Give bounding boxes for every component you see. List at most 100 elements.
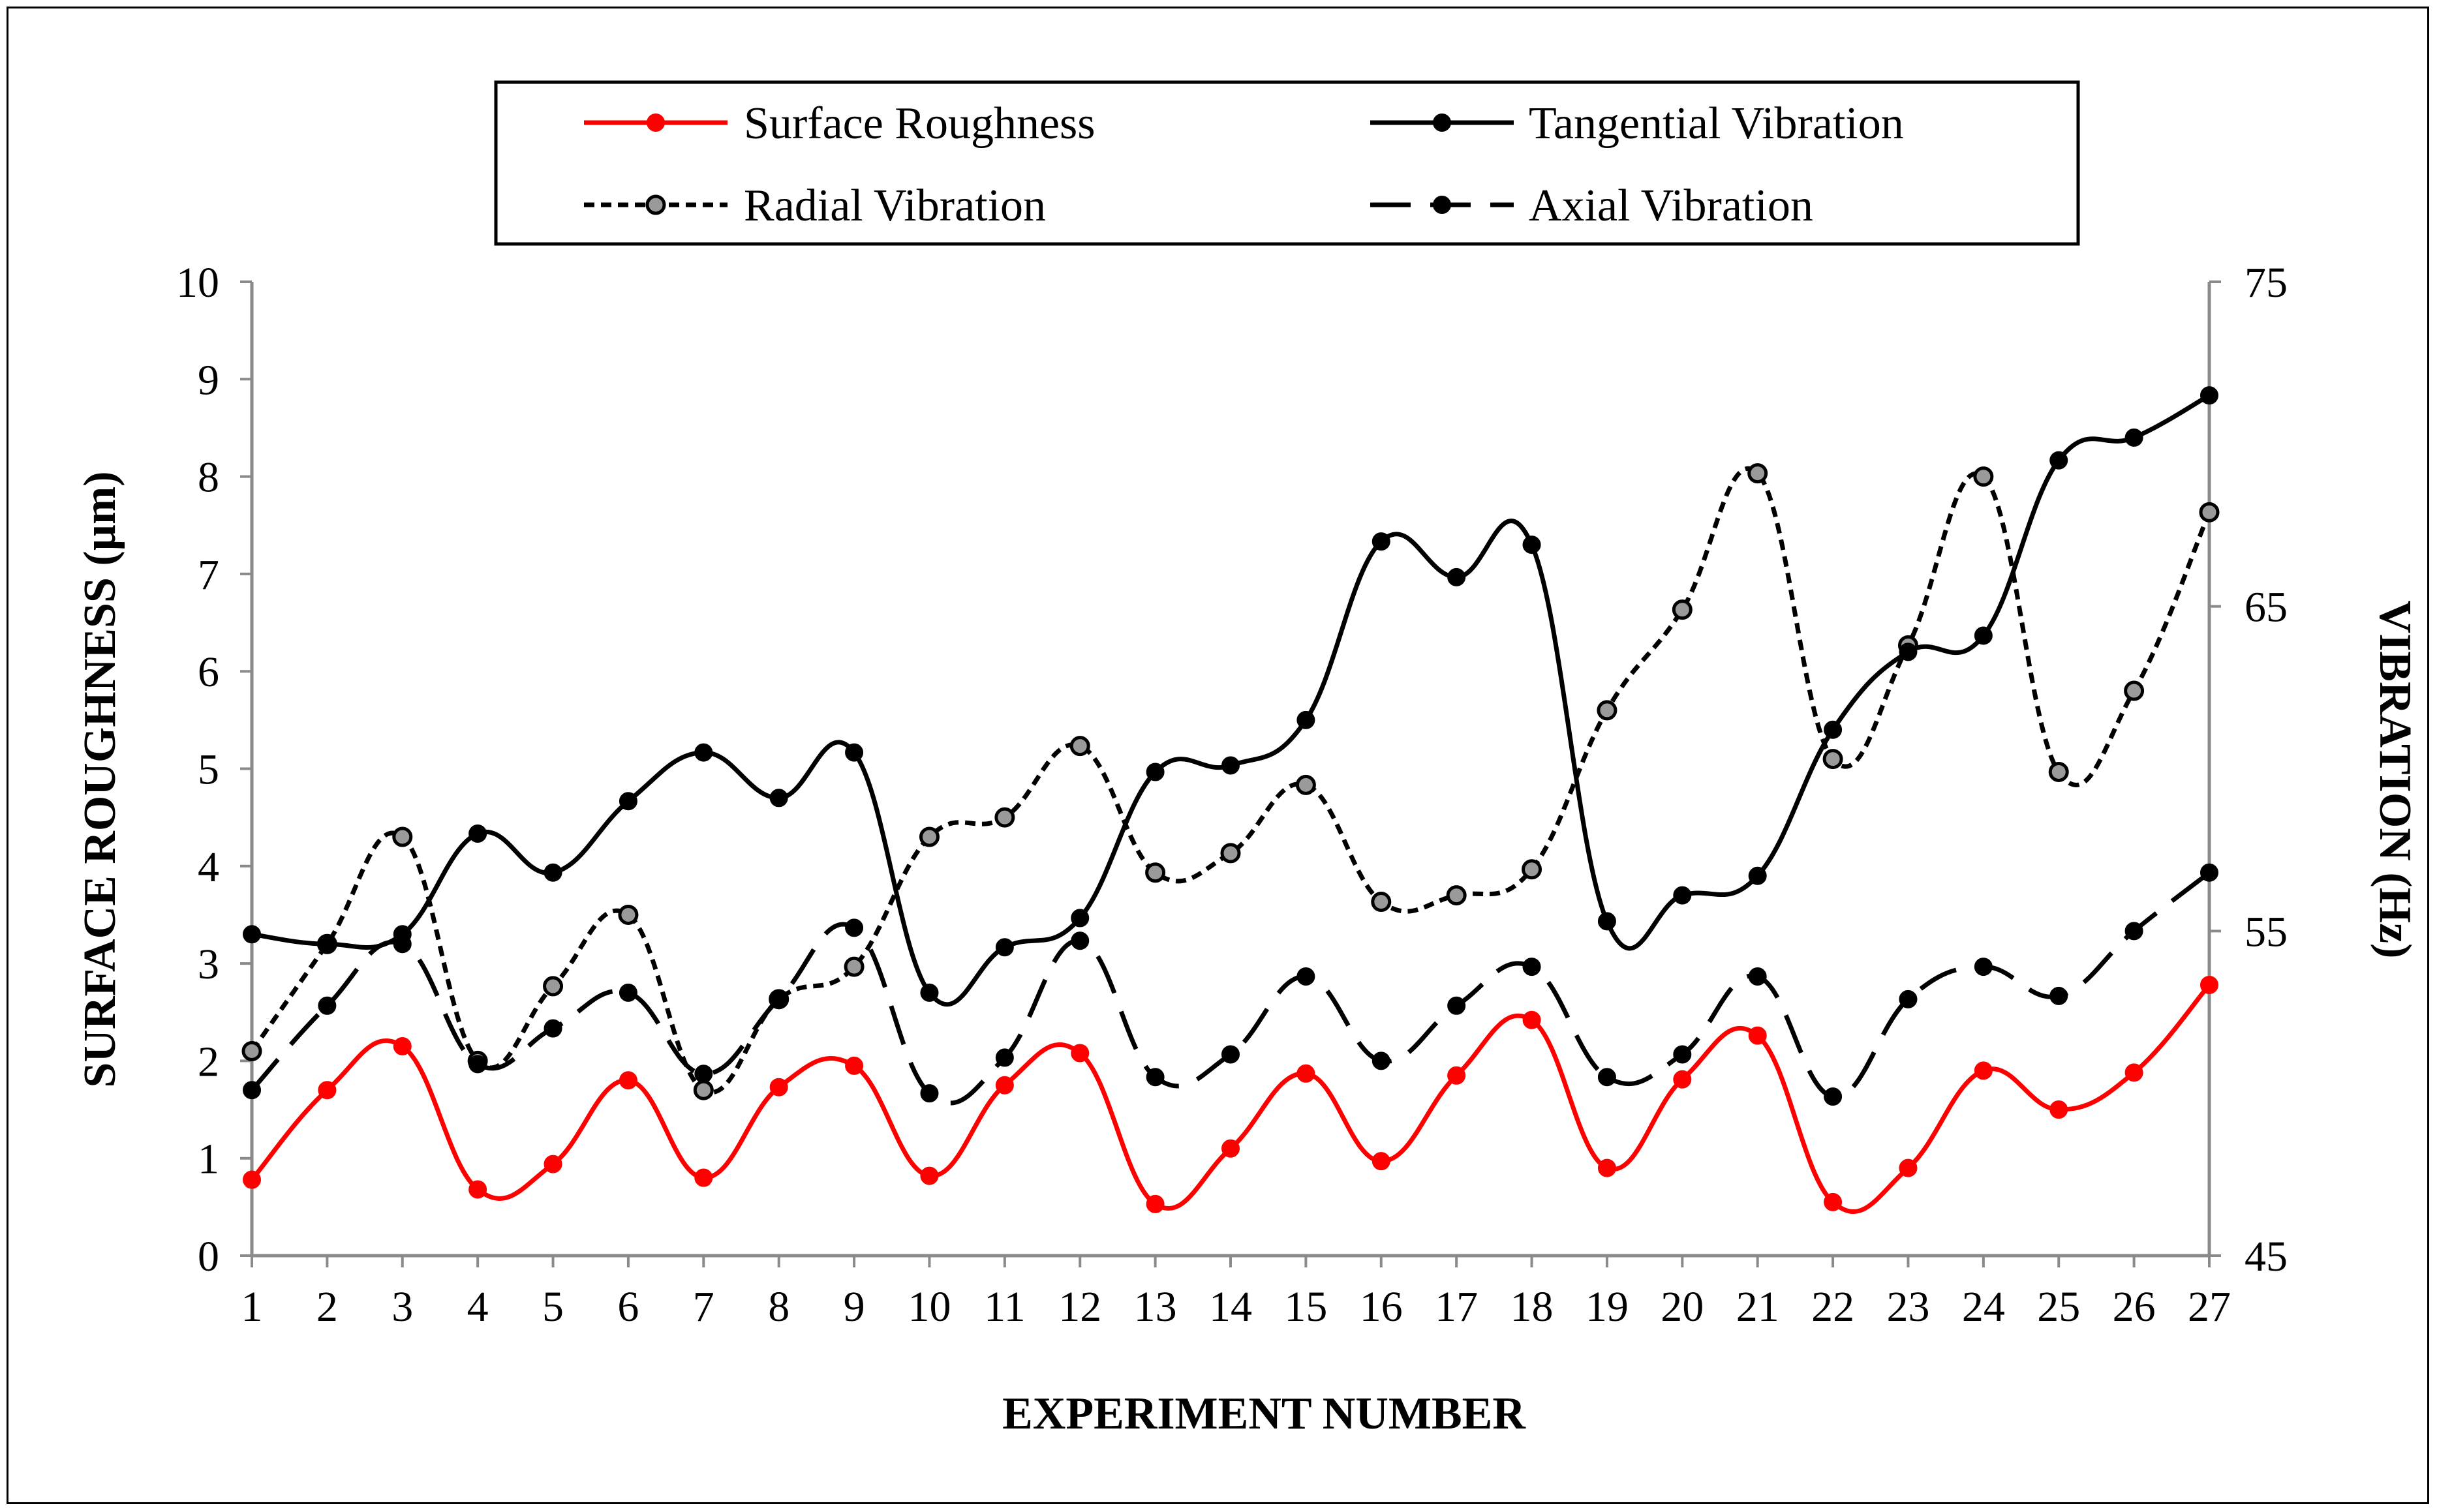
data-point [618, 904, 639, 925]
x-tick-label: 15 [1284, 1283, 1327, 1331]
data-point [468, 1180, 487, 1199]
data-point [2124, 428, 2143, 447]
data-point [844, 956, 865, 977]
data-point [2048, 761, 2069, 782]
data-point [693, 1080, 714, 1100]
data-point [619, 792, 637, 811]
data-point [1597, 912, 1616, 931]
x-tick-label: 10 [908, 1283, 951, 1331]
data-point [1371, 892, 1392, 913]
data-point [544, 1019, 562, 1038]
data-point [318, 1081, 337, 1100]
x-tick-label: 26 [2113, 1283, 2156, 1331]
data-point [241, 1040, 262, 1061]
data-point [1221, 1045, 1240, 1064]
data-point [392, 826, 413, 847]
y-tick-label: 2 [198, 1038, 219, 1085]
x-tick-label: 13 [1134, 1283, 1177, 1331]
data-point [318, 935, 337, 954]
data-point [1522, 859, 1542, 880]
data-point [1146, 763, 1165, 781]
x-tick-label: 17 [1435, 1283, 1478, 1331]
data-point [2200, 386, 2218, 405]
data-point [920, 1166, 939, 1185]
data-point [1822, 749, 1843, 770]
data-point [1145, 862, 1166, 883]
data-point [1824, 720, 1843, 739]
x-tick-label: 18 [1510, 1283, 1554, 1331]
x-tick-label: 4 [467, 1283, 489, 1331]
legend-label: Radial Vibration [744, 181, 1046, 231]
data-point [243, 1081, 261, 1100]
data-point [393, 925, 412, 944]
data-point [994, 807, 1015, 828]
data-point [1597, 1158, 1616, 1177]
x-axis-title: EXPERIMENT NUMBER [1002, 1389, 1526, 1439]
x-tick-label: 19 [1586, 1283, 1629, 1331]
data-point [1673, 1045, 1692, 1064]
data-point [694, 743, 713, 762]
data-point [243, 925, 261, 944]
data-point [1748, 866, 1767, 885]
y-tick-label: 4 [198, 843, 219, 891]
y-tick-label: 0 [198, 1233, 219, 1280]
x-tick-label: 12 [1058, 1283, 1101, 1331]
legend-item-tangential-vibration: Tangential Vibration [1370, 98, 1904, 149]
data-point [1372, 1051, 1390, 1070]
data-point [1974, 626, 1993, 645]
x-tick-label: 1 [241, 1283, 263, 1331]
data-point [1597, 700, 1617, 721]
y-axis-title: SURFACE ROUGHNESS (µm) [75, 471, 125, 1087]
data-point [1522, 1010, 1541, 1029]
series-tangential-vibration [243, 386, 2218, 1007]
data-point [1372, 1152, 1390, 1171]
data-point [694, 1168, 713, 1187]
data-point [1899, 643, 1918, 661]
data-point [845, 743, 864, 762]
data-point [2124, 922, 2143, 941]
legend-item-surface-roughness: Surface Roughness [584, 98, 1096, 149]
data-point [1069, 736, 1090, 757]
x-tick-label: 5 [542, 1283, 564, 1331]
legend-swatch-marker [1433, 113, 1451, 132]
data-point [1447, 567, 1466, 586]
y-tick-label: 6 [198, 648, 219, 696]
y-tick-label: 9 [198, 356, 219, 404]
series-line-tangential-vibration [251, 393, 2211, 1007]
series-line-surface-roughness [250, 983, 2211, 1214]
data-point [1071, 931, 1090, 950]
legend-label: Axial Vibration [1529, 181, 1813, 231]
data-point [769, 990, 788, 1008]
data-point [468, 824, 487, 843]
data-point [1221, 1139, 1240, 1158]
data-point [1447, 1066, 1466, 1085]
data-point [1522, 958, 1541, 976]
data-point [2200, 975, 2218, 994]
x-tick-label: 16 [1360, 1283, 1403, 1331]
legend-item-radial-vibration: Radial Vibration [584, 181, 1046, 231]
data-point [1974, 958, 1993, 976]
data-point [2124, 680, 2145, 701]
data-point [919, 826, 940, 847]
y2-tick-label: 45 [2245, 1233, 2288, 1280]
x-tick-label: 14 [1209, 1283, 1252, 1331]
data-point [694, 1065, 713, 1083]
data-point [769, 789, 788, 808]
data-point [1296, 967, 1315, 986]
legend-swatch-marker [647, 113, 665, 132]
y-tick-label: 3 [198, 941, 219, 988]
data-point [243, 1170, 261, 1189]
data-point [1146, 1194, 1165, 1213]
data-point [1899, 1158, 1918, 1177]
x-tick-label: 6 [617, 1283, 639, 1331]
data-point [1446, 885, 1467, 906]
x-tick-label: 2 [316, 1283, 338, 1331]
data-point [1221, 756, 1240, 775]
data-point [2200, 863, 2218, 882]
data-point [544, 863, 562, 882]
data-point [920, 1084, 939, 1103]
y2-tick-label: 75 [2245, 259, 2288, 307]
y-tick-label: 7 [198, 551, 219, 599]
